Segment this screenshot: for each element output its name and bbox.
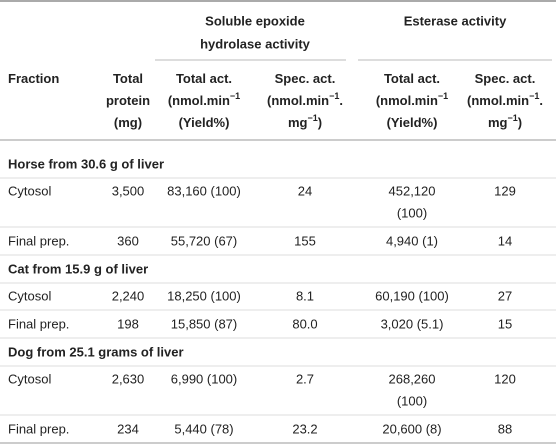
column-header: mg−1) — [488, 113, 522, 130]
cell: 3,020 (5.1) — [381, 316, 444, 331]
text-segment: mg — [288, 115, 308, 130]
cell: 2,630 — [112, 371, 145, 386]
cell: 360 — [117, 233, 139, 248]
section-title: Dog from 25.1 grams of liver — [8, 344, 184, 359]
cell: 27 — [498, 288, 512, 303]
cell: 55,720 (67) — [171, 233, 238, 248]
text-segment: (nmol.min — [376, 93, 438, 108]
text-segment: (mg) — [114, 115, 142, 130]
cell: 80.0 — [292, 316, 317, 331]
cell: 15,850 (87) — [171, 316, 238, 331]
cell: 88 — [498, 421, 512, 436]
cell: 20,600 (8) — [382, 421, 441, 436]
cell: 452,120 — [389, 183, 436, 198]
cell: Cytosol — [8, 371, 51, 386]
text-segment: (Yield%) — [387, 115, 438, 130]
cell: (100) — [397, 393, 427, 408]
cell: 2.7 — [296, 371, 314, 386]
group-header: Soluble epoxide — [205, 13, 305, 28]
column-header: (mg) — [114, 115, 142, 130]
cell: 155 — [294, 233, 316, 248]
cell: 15 — [498, 316, 512, 331]
column-header: Total act. — [176, 71, 232, 86]
text-segment: (nmol.min — [267, 93, 329, 108]
text-segment: . — [339, 93, 343, 108]
column-header: (nmol.min−1. — [467, 91, 543, 108]
text-segment: ) — [518, 115, 522, 130]
group-header: hydrolase activity — [200, 36, 311, 51]
cell: Final prep. — [8, 316, 69, 331]
cell: Final prep. — [8, 233, 69, 248]
column-header: (Yield%) — [179, 115, 230, 130]
section-title: Cat from 15.9 g of liver — [8, 261, 148, 276]
superscript: −1 — [329, 91, 339, 101]
superscript: −1 — [529, 91, 539, 101]
cell: 4,940 (1) — [386, 233, 438, 248]
cell: 24 — [298, 183, 312, 198]
column-header: (nmol.min−1 — [376, 91, 448, 108]
text-segment: ) — [318, 115, 322, 130]
column-header: Spec. act. — [475, 71, 536, 86]
text-segment: Spec. act. — [475, 71, 536, 86]
column-header: protein — [106, 93, 150, 108]
cell: Final prep. — [8, 421, 69, 436]
column-header: (nmol.min−1. — [267, 91, 343, 108]
group-header: Esterase activity — [404, 13, 507, 28]
cell: (100) — [397, 205, 427, 220]
text-segment: Total act. — [384, 71, 440, 86]
cell: 268,260 — [389, 371, 436, 386]
column-header: Spec. act. — [275, 71, 336, 86]
cell: 3,500 — [112, 183, 145, 198]
cell: 6,990 (100) — [171, 371, 238, 386]
text-segment: protein — [106, 93, 150, 108]
text-segment: (nmol.min — [168, 93, 230, 108]
cell: 129 — [494, 183, 516, 198]
cell: Cytosol — [8, 183, 51, 198]
cell: 23.2 — [292, 421, 317, 436]
cell: 8.1 — [296, 288, 314, 303]
column-header: (nmol.min−1 — [168, 91, 240, 108]
cell: 14 — [498, 233, 512, 248]
cell: 198 — [117, 316, 139, 331]
column-header: Fraction — [8, 71, 59, 86]
cell: 234 — [117, 421, 139, 436]
text-segment: (nmol.min — [467, 93, 529, 108]
column-header: (Yield%) — [387, 115, 438, 130]
text-segment: mg — [488, 115, 508, 130]
text-segment: Total act. — [176, 71, 232, 86]
superscript: −1 — [230, 91, 240, 101]
column-header: Total — [113, 71, 143, 86]
text-segment: (Yield%) — [179, 115, 230, 130]
text-segment: Spec. act. — [275, 71, 336, 86]
cell: 18,250 (100) — [167, 288, 241, 303]
column-header: Total act. — [384, 71, 440, 86]
text-segment: . — [539, 93, 543, 108]
column-header: mg−1) — [288, 113, 322, 130]
cell: Cytosol — [8, 288, 51, 303]
section-title: Horse from 30.6 g of liver — [8, 156, 164, 171]
text-segment: Total — [113, 71, 143, 86]
cell: 5,440 (78) — [174, 421, 233, 436]
text-segment: Fraction — [8, 71, 59, 86]
cell: 2,240 — [112, 288, 145, 303]
cell: 120 — [494, 371, 516, 386]
superscript: −1 — [507, 113, 517, 123]
superscript: −1 — [438, 91, 448, 101]
cell: 83,160 (100) — [167, 183, 241, 198]
cell: 60,190 (100) — [375, 288, 449, 303]
superscript: −1 — [307, 113, 317, 123]
